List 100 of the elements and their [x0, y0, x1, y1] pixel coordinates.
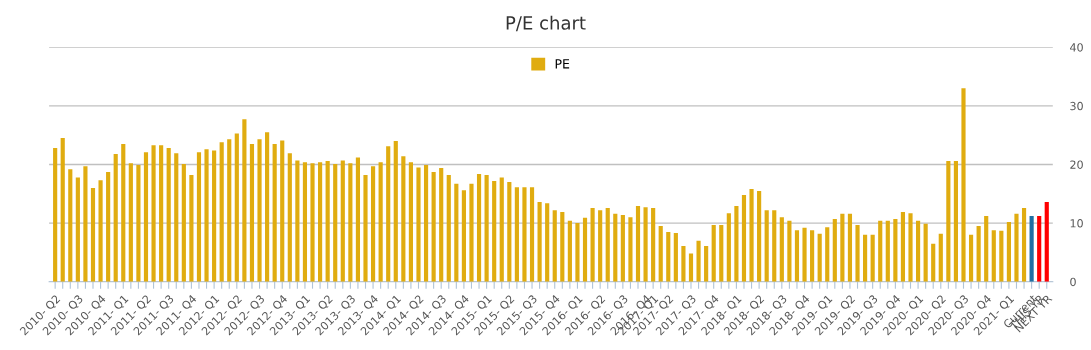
bar — [1029, 216, 1034, 282]
bar — [340, 160, 345, 282]
bar — [249, 143, 255, 282]
bar — [53, 148, 58, 282]
bar — [98, 180, 103, 282]
bar — [522, 187, 527, 282]
bar — [567, 220, 572, 282]
bar — [825, 227, 830, 282]
bar — [787, 220, 792, 282]
bar — [469, 183, 474, 282]
bar — [757, 190, 762, 282]
bar — [991, 230, 996, 282]
bar — [484, 175, 489, 282]
bar — [143, 152, 149, 282]
bar — [893, 219, 898, 282]
bar — [234, 133, 239, 282]
bar — [90, 187, 96, 282]
bar — [537, 202, 542, 282]
bar — [499, 177, 504, 282]
bar — [772, 210, 777, 282]
bar — [446, 175, 451, 282]
bar — [734, 206, 739, 282]
bar — [643, 207, 648, 282]
bar — [900, 211, 906, 282]
bar — [174, 153, 179, 282]
bar — [1014, 213, 1019, 282]
bar — [878, 220, 883, 282]
bar — [673, 233, 678, 282]
y-tick-label: 10 — [1070, 219, 1083, 228]
bar — [855, 224, 860, 282]
bar — [257, 139, 262, 282]
bar — [386, 146, 391, 282]
bar — [242, 119, 247, 282]
bar — [189, 175, 194, 282]
bar — [628, 217, 633, 282]
bar — [363, 175, 368, 282]
y-tick-label: 30 — [1070, 101, 1083, 111]
bar — [507, 182, 512, 282]
bar — [651, 207, 656, 282]
bar — [106, 172, 111, 282]
bar — [416, 167, 421, 282]
bar — [136, 165, 141, 282]
bar — [976, 226, 981, 282]
bar — [953, 160, 959, 282]
bar — [151, 145, 156, 282]
bar — [128, 163, 133, 282]
bar — [461, 190, 466, 282]
bar — [810, 230, 815, 282]
bar — [605, 207, 610, 282]
bar — [439, 168, 444, 282]
bar — [688, 253, 694, 282]
bar — [295, 160, 300, 282]
bar — [83, 166, 88, 282]
bar — [370, 166, 376, 282]
bar — [635, 206, 641, 282]
bar — [802, 227, 807, 282]
bar — [423, 165, 429, 282]
bar — [590, 207, 595, 282]
bar — [393, 141, 398, 282]
bar — [1044, 202, 1049, 282]
bar — [401, 156, 406, 282]
bar — [870, 234, 875, 282]
bar — [741, 194, 747, 282]
bar — [408, 162, 413, 282]
bar — [280, 140, 285, 282]
bar — [764, 210, 769, 282]
bar — [946, 160, 951, 282]
bar — [779, 217, 784, 282]
bar — [620, 214, 625, 282]
bar — [863, 234, 868, 282]
bar — [923, 223, 928, 282]
bar — [719, 224, 724, 282]
bar — [272, 143, 277, 282]
bar — [938, 233, 943, 282]
bar — [476, 173, 482, 282]
legend-label: PE — [555, 59, 570, 69]
bar — [749, 189, 754, 282]
bar — [1037, 216, 1042, 282]
bar — [492, 180, 497, 282]
bar — [999, 230, 1004, 282]
bar — [181, 163, 186, 282]
bar — [333, 163, 338, 282]
bar — [726, 213, 731, 282]
bar — [545, 203, 550, 282]
bar — [219, 142, 224, 282]
bar — [575, 223, 580, 282]
chart-title: P/E chart — [506, 15, 586, 32]
bar — [582, 217, 588, 282]
bar — [885, 220, 890, 282]
bar — [159, 145, 164, 282]
bar — [318, 162, 323, 282]
bar — [817, 233, 822, 282]
bar — [711, 224, 716, 282]
bar — [908, 213, 913, 282]
bar — [613, 213, 618, 282]
bar — [598, 210, 603, 282]
bar — [1021, 207, 1027, 282]
bar — [529, 187, 535, 282]
bar — [227, 139, 232, 282]
bar — [514, 187, 519, 282]
